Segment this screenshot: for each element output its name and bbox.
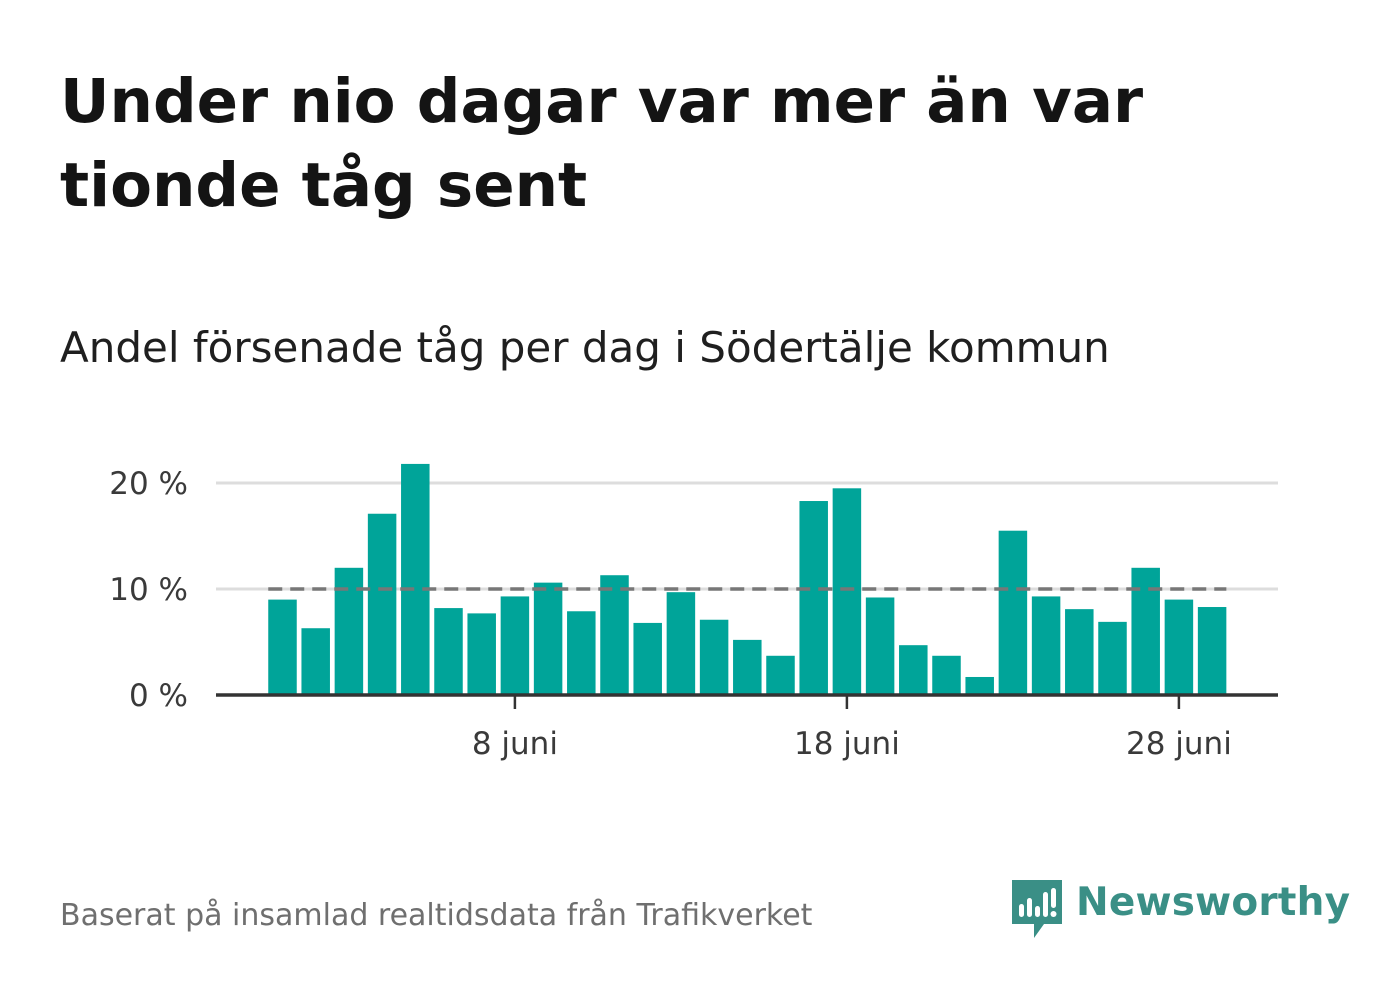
x-tick-label: 18 juni [794,726,900,762]
bar-1-juni [268,599,297,695]
source-note: Baserat på insamlad realtidsdata från Tr… [60,898,813,933]
brand-logo-group: Newsworthy [1010,878,1350,942]
bar-14-juni [699,619,729,695]
y-tick-label: 0 % [129,678,188,714]
bar-22-juni [965,676,994,695]
bar-17-juni [799,501,828,695]
newsworthy-logo-icon [1012,880,1062,938]
bar-20-juni [899,645,928,695]
y-tick-label: 20 % [109,466,188,502]
bar-10-juni [567,611,596,695]
bar-3-juni [334,567,364,695]
bar-6-juni [434,608,463,695]
brand-name: Newsworthy [1076,880,1351,925]
bar-16-juni [766,655,795,695]
bar-26-juni [1098,621,1127,695]
bar-7-juni [467,613,496,695]
bar-23-juni [998,530,1028,695]
bar-series [268,463,1227,695]
chart-title: Under nio dagar var mer än var tionde tå… [60,66,1144,221]
bar-19-juni [865,597,895,695]
chart-subtitle: Andel försenade tåg per dag i Södertälje… [60,323,1110,372]
bar-28-juni [1164,599,1194,695]
bar-21-juni [932,655,961,695]
bar-chart: 0 % 10 % 20 % 8 juni 18 juni 28 juni [109,463,1278,762]
bar-25-juni [1065,609,1094,695]
bar-27-juni [1131,567,1160,695]
bar-2-juni [301,628,330,695]
bar-13-juni [666,592,696,695]
axes: 0 % 10 % 20 % 8 juni 18 juni 28 juni [109,466,1278,762]
bar-29-juni [1197,607,1227,695]
x-tick-label: 28 juni [1126,726,1232,762]
bar-4-juni [367,513,397,695]
bar-15-juni [733,639,762,695]
bar-11-juni [600,575,629,695]
bar-18-juni [832,488,862,695]
x-tick-label: 8 juni [472,726,558,762]
bar-12-juni [633,622,662,695]
bar-9-juni [533,582,563,695]
y-tick-label: 10 % [109,572,188,608]
bar-24-juni [1031,596,1061,695]
bar-8-juni [500,596,530,695]
bar-5-juni [401,463,430,695]
